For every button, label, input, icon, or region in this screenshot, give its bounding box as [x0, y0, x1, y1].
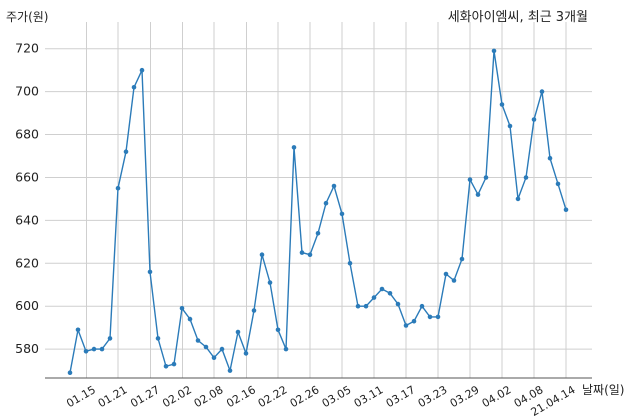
price-point: [331, 183, 337, 189]
y-tick-label: 600: [15, 298, 39, 313]
grid-lines: [45, 22, 592, 378]
price-point: [379, 286, 385, 292]
price-point: [475, 192, 481, 197]
price-point: [435, 314, 441, 320]
price-point: [163, 364, 169, 369]
x-axis-label: 날짜(일): [582, 383, 625, 397]
price-point: [91, 346, 97, 352]
x-tick-label: 03.23: [416, 383, 450, 410]
price-point: [363, 303, 369, 309]
price-point: [211, 355, 217, 361]
y-tick-labels: 580 600 620 640 660 680 700 720: [15, 41, 39, 356]
price-point: [323, 200, 329, 206]
price-point: [219, 346, 225, 352]
price-point: [563, 207, 569, 212]
price-point: [411, 318, 417, 324]
price-point: [347, 261, 353, 266]
price-point: [499, 102, 505, 107]
price-point: [83, 349, 89, 354]
y-tick-label: 640: [15, 212, 39, 227]
price-point: [275, 327, 281, 333]
price-point: [339, 211, 345, 217]
price-point: [531, 117, 537, 122]
price-point: [483, 175, 489, 180]
price-point: [459, 256, 465, 262]
price-point: [539, 89, 545, 94]
price-point: [171, 361, 177, 367]
x-tick-label: 02.22: [256, 383, 290, 410]
price-point: [507, 123, 513, 129]
x-tick-label: 03.05: [320, 383, 354, 410]
y-tick-label: 720: [15, 41, 39, 56]
y-tick-label: 580: [15, 341, 39, 356]
price-line: [69, 50, 567, 374]
price-point: [179, 306, 185, 311]
price-point: [467, 177, 473, 182]
y-tick-label: 660: [15, 169, 39, 184]
price-point: [67, 370, 73, 376]
price-point: [75, 327, 81, 333]
x-tick-label: 02.02: [160, 383, 194, 410]
price-point: [203, 344, 209, 350]
price-point: [155, 336, 161, 341]
price-point: [243, 351, 249, 356]
price-point: [147, 269, 153, 275]
price-point: [371, 295, 377, 300]
price-point: [99, 346, 105, 352]
x-tick-labels: 01.1501.2101.2702.0202.0802.1602.2202.26…: [64, 383, 577, 419]
price-point: [419, 303, 425, 309]
price-point: [259, 252, 265, 257]
price-point: [355, 303, 361, 309]
price-point: [387, 291, 393, 296]
price-point: [315, 231, 321, 236]
price-point: [283, 346, 289, 352]
chart-title: 세화아이엠씨, 최근 3개월: [447, 10, 588, 25]
price-point: [195, 338, 201, 343]
x-tick-label: 04.02: [480, 383, 514, 410]
y-axis-label: 주가(원): [6, 10, 49, 24]
price-point: [251, 308, 257, 313]
price-point: [547, 155, 553, 161]
price-point: [299, 250, 305, 255]
price-point: [235, 329, 241, 335]
x-tick-label: 02.16: [224, 383, 258, 410]
price-point: [187, 316, 193, 322]
x-tick-label: 01.15: [64, 383, 98, 410]
price-point: [491, 48, 497, 54]
price-point: [123, 149, 129, 154]
price-point: [395, 301, 401, 307]
price-point: [227, 368, 233, 373]
price-point: [115, 185, 121, 191]
x-tick-label: 02.26: [288, 383, 322, 410]
x-tick-label: 03.11: [352, 383, 386, 410]
price-point: [267, 280, 273, 285]
price-point: [131, 85, 137, 90]
price-point: [523, 175, 529, 180]
y-tick-label: 620: [15, 255, 39, 270]
price-point: [555, 181, 561, 187]
x-tick-label: 03.17: [384, 383, 418, 410]
y-tick-label: 680: [15, 127, 39, 142]
price-point: [443, 271, 449, 277]
price-point: [427, 314, 433, 320]
x-tick-label: 01.21: [96, 383, 130, 410]
x-tick-label: 02.08: [192, 383, 226, 410]
x-tick-label: 01.27: [128, 383, 162, 410]
price-point: [107, 336, 113, 341]
price-point: [139, 67, 145, 73]
price-point: [451, 278, 457, 283]
price-point: [403, 323, 409, 328]
price-point: [515, 196, 521, 202]
price-point: [291, 145, 297, 150]
x-tick-label: 03.29: [448, 383, 482, 410]
price-series: [67, 48, 569, 376]
y-tick-label: 700: [15, 84, 39, 99]
price-point: [307, 252, 313, 257]
